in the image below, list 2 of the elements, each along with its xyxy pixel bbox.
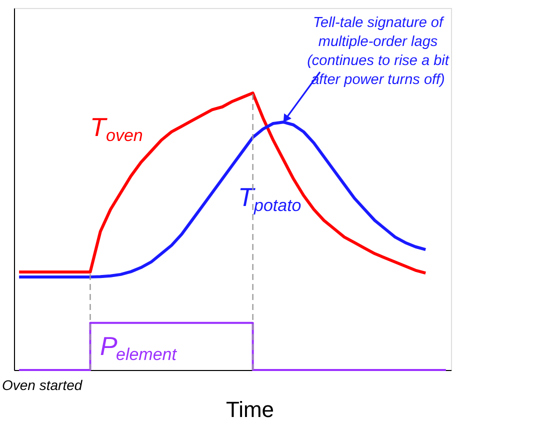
x-axis-title: Time — [226, 397, 274, 422]
text: Oven started — [2, 377, 84, 393]
